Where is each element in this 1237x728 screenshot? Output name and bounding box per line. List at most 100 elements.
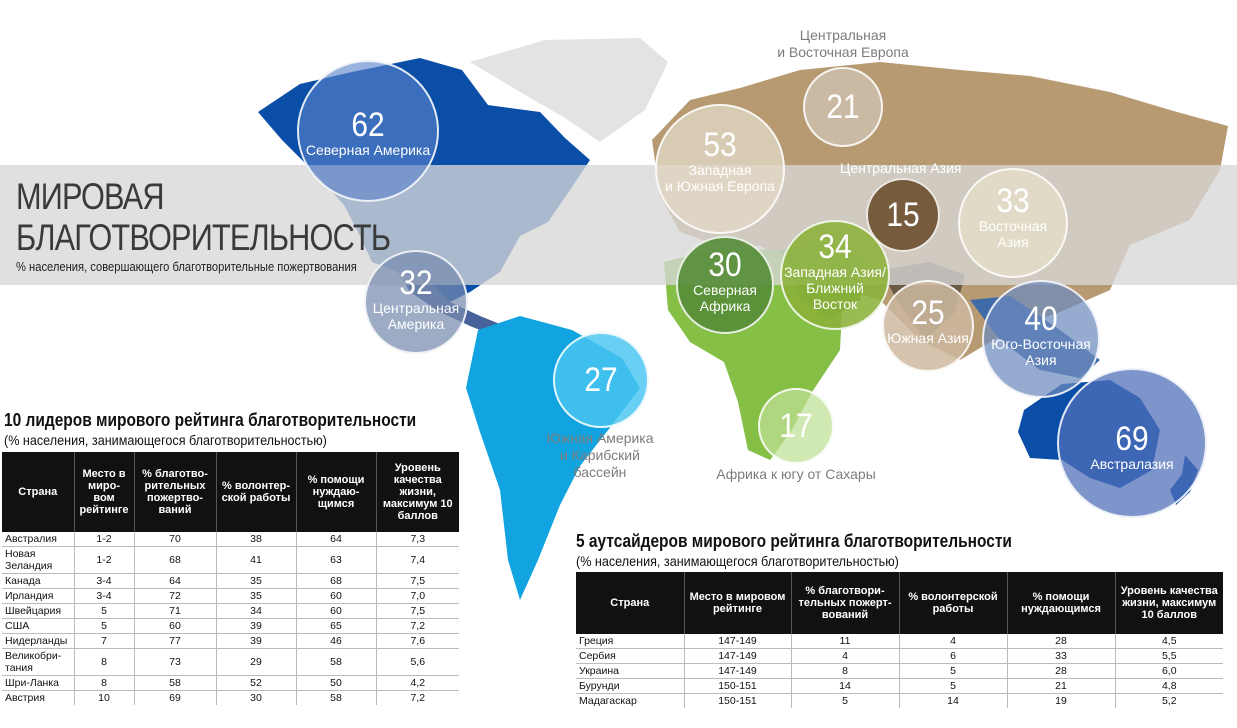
label-central-america: 32 Центральная Америка: [364, 266, 468, 332]
country-cell: Канада: [2, 573, 75, 589]
table-cell: 58: [296, 690, 377, 705]
name-southeast-asia-2: Азия: [1025, 352, 1057, 368]
country-cell: Нидерланды: [2, 633, 75, 649]
outsiders-column-header: Уровень качества жизни, максимум 10 балл…: [1115, 572, 1223, 634]
table-cell: 7,2: [410, 692, 426, 704]
name-east-asia-1: Восточная: [978, 218, 1048, 234]
leaders-column-header: % благотво-рительных пожертво-ваний: [134, 452, 217, 532]
value-north-america: 62: [351, 106, 385, 144]
outsiders-subtitle: (% населения, занимающегося благотворите…: [576, 553, 899, 569]
value-south-asia: 25: [911, 294, 945, 332]
table-cell: 3-4: [74, 573, 135, 589]
country-cell: Шри-Ланка: [2, 675, 75, 691]
bubble-north-africa: [676, 236, 774, 334]
leaders-column-header: % волонтер-ской работы: [216, 452, 297, 532]
country-cell: США: [2, 618, 75, 634]
name-western-europe-1: Западная: [688, 162, 752, 178]
name-western-europe-2: и Южная Европа: [665, 178, 775, 194]
table-row: Сербия 147-149 4 6 33 5,5: [576, 648, 1223, 664]
value-label-south-america: 27: [553, 363, 649, 397]
table-cell: 65: [296, 618, 377, 634]
leaders-header-row: Страна Место в миро-вом рейтинге% благотв…: [2, 452, 459, 532]
label-south-asia: 25 Южная Азия: [870, 296, 986, 346]
bubble-central-asia: [866, 178, 940, 252]
table-cell: 64: [134, 573, 217, 589]
leaders-header: 10 лидеров мирового рейтинга благотворит…: [4, 410, 483, 448]
table-cell: 4,8: [1115, 678, 1223, 694]
table-row: Канада 3-4 64 35 68 7,5: [2, 573, 459, 589]
table-cell: 58: [296, 648, 377, 676]
bubble-west-asia: [780, 220, 890, 330]
table-row: Шри-Ланка 8 58 52 50 4,2: [2, 675, 459, 691]
value-label-sub-saharan-africa: 17: [758, 409, 834, 443]
table-cell: 4: [791, 648, 900, 664]
table-cell: 5,6: [376, 648, 459, 676]
name-south-asia: Южная Азия: [887, 330, 969, 346]
table-cell: 11: [791, 634, 900, 649]
table-cell: 71: [134, 603, 217, 619]
table-cell: 39: [216, 618, 297, 634]
table-row: Австрия 10 69 30 58 7,2: [2, 690, 459, 705]
page-subtitle: % населения, совершающего благотворитель…: [16, 259, 357, 274]
country-cell: Греция: [576, 634, 685, 649]
bubble-south-america: [553, 332, 649, 428]
value-central-asia: 15: [886, 196, 920, 234]
outsiders-column-header: % волонтерской работы: [899, 572, 1008, 634]
table-cell: 46: [296, 633, 377, 649]
value-central-america: 32: [399, 264, 433, 302]
value-north-africa: 30: [708, 246, 742, 284]
outsiders-column-header: % помощи нуждающимся: [1007, 572, 1116, 634]
name-australasia: Австралазия: [1090, 456, 1174, 472]
table-cell: 30: [216, 690, 297, 705]
bubble-southeast-asia: [982, 280, 1100, 398]
bubble-eastern-europe: [803, 67, 883, 147]
table-cell: 21: [1007, 678, 1116, 694]
country-cell: Украина: [576, 663, 685, 679]
outsiders-column-header: % благотвори-тельных пожерт-вований: [791, 572, 900, 634]
table-cell: 147-149: [684, 648, 792, 664]
table-cell: 150-151: [684, 693, 792, 708]
table-row: США 5 60 39 65 7,2: [2, 618, 459, 634]
table-row: Швейцария 5 71 34 60 7,5: [2, 603, 459, 619]
name-north-america: Северная Америка: [305, 142, 431, 158]
name-central-america-2: Америка: [387, 316, 445, 332]
table-cell: 5: [74, 618, 135, 634]
table-cell: 63: [296, 546, 377, 574]
outsiders-title: 5 аутсайдеров мирового рейтинга благотво…: [576, 531, 1012, 551]
table-cell: 28: [1007, 634, 1116, 649]
name-southeast-asia-1: Юго-Восточная: [991, 336, 1091, 352]
name-south-america: Южная Америка и Карибский бассейн: [546, 430, 654, 480]
table-cell: 39: [216, 633, 297, 649]
value-sub-saharan-africa: 17: [779, 407, 813, 445]
table-cell: 10: [74, 690, 135, 705]
bubble-western-europe: [655, 104, 785, 234]
table-row: Ирландия 3-4 72 35 60 7,0: [2, 588, 459, 604]
outsiders-header-row: Страна Место в мировом рейтинге% благотво…: [576, 572, 1223, 634]
table-cell: 77: [134, 633, 217, 649]
name-north-africa-1: Северная: [693, 282, 757, 298]
table-cell: 7,2: [376, 618, 459, 634]
bubble-central-america: [364, 250, 468, 354]
label-australasia: 69 Австралазия: [1057, 422, 1207, 472]
country-cell: Сербия: [576, 648, 685, 664]
greenland-shape: [470, 38, 668, 142]
table-row: Украина 147-149 8 5 28 6,0: [576, 663, 1223, 679]
table-cell: 8: [74, 648, 135, 676]
value-eastern-europe: 21: [826, 88, 860, 126]
outsiders-column-header: Место в мировом рейтинге: [684, 572, 792, 634]
table-cell: 5,2: [1161, 695, 1177, 707]
table-cell: 28: [1007, 663, 1116, 679]
table-cell: 5: [899, 663, 1008, 679]
table-row: Великобри-тания 8 73 29 58 5,6: [2, 648, 459, 676]
bubble-east-asia: [958, 168, 1068, 278]
table-row: Греция 147-149 11 4 28 4,5: [576, 634, 1223, 649]
table-cell: 60: [134, 618, 217, 634]
table-cell: 4,2: [376, 675, 459, 691]
name-central-america-1: Центральная: [372, 300, 460, 316]
name-west-asia-2: Ближний: [806, 280, 864, 296]
table-cell: 50: [296, 675, 377, 691]
name-central-asia: Центральная Азия: [840, 160, 962, 176]
name-west-asia-1: Западная Азия/: [784, 264, 886, 280]
table-cell: 19: [1007, 693, 1116, 708]
table-cell: 60: [296, 603, 377, 619]
